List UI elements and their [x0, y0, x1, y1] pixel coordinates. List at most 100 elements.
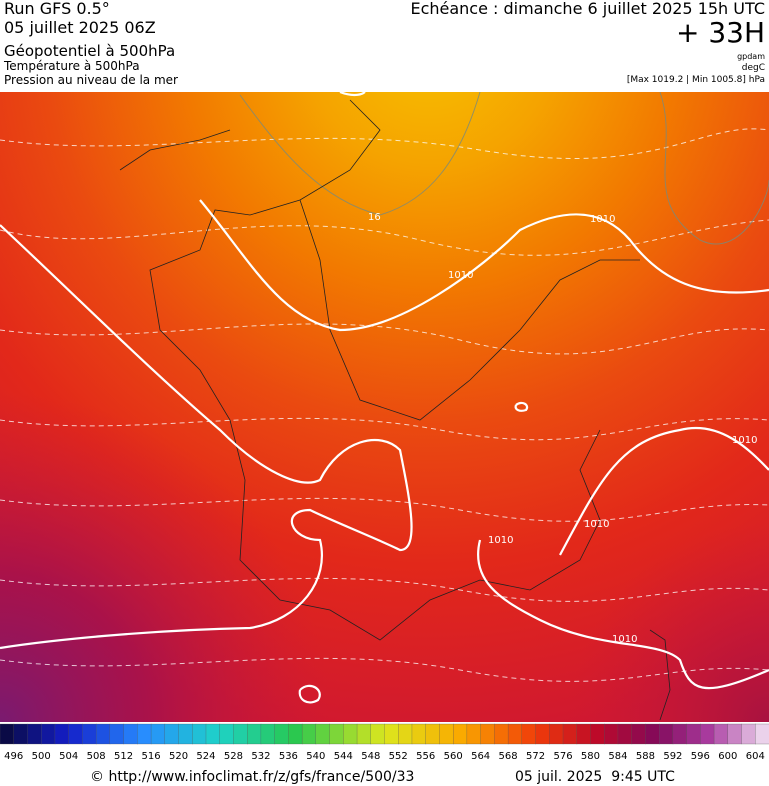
- isobar-label: 1010: [488, 535, 513, 546]
- colorbar-swatch: [480, 723, 495, 745]
- unit: gpdam: [737, 52, 765, 61]
- colorbar-tick-label: 504: [59, 751, 78, 762]
- colorbar-swatch: [700, 723, 715, 745]
- colorbar-swatch: [137, 723, 152, 745]
- colorbar-swatch: [494, 723, 509, 745]
- colorbar-tick-label: 600: [718, 751, 737, 762]
- footer: © http://www.infoclimat.fr/z/gfs/france/…: [90, 769, 675, 785]
- colorbar-tick-label: 592: [663, 751, 682, 762]
- header: Run GFS 0.5° 05 juillet 2025 06Z Géopote…: [3, 0, 765, 87]
- colorbar-swatch: [356, 723, 372, 745]
- colorbar-swatch: [713, 723, 729, 745]
- colorbar-tick-label: 560: [444, 751, 463, 762]
- colorbar-tick-label: 500: [32, 751, 51, 762]
- colorbar-swatch: [315, 723, 331, 745]
- colorbar-swatch: [741, 723, 756, 745]
- colorbar-tick-label: 588: [636, 751, 655, 762]
- colorbar-swatch: [453, 723, 468, 745]
- colorbar-tick-label: 512: [114, 751, 133, 762]
- colorbar-swatch: [13, 723, 28, 745]
- colorbar-swatch: [41, 723, 56, 745]
- colorbar-swatch: [549, 723, 564, 745]
- lead-time: + 33H: [676, 16, 765, 49]
- colorbar-swatch: [192, 723, 207, 745]
- colorbar-tick-label: 532: [251, 751, 270, 762]
- colorbar-tick-label: 556: [416, 751, 435, 762]
- colorbar-swatch: [288, 723, 303, 745]
- colorbar-swatch: [425, 723, 440, 745]
- colorbar-swatch: [631, 723, 646, 745]
- isotherm-label: 16: [368, 212, 381, 223]
- colorbar-tick-label: 568: [499, 751, 518, 762]
- colorbar-swatch: [521, 723, 537, 745]
- colorbar-swatch: [672, 723, 688, 745]
- colorbar-swatch: [0, 723, 15, 745]
- colorbar-swatch: [82, 723, 97, 745]
- colorbar-tick-label: 580: [581, 751, 600, 762]
- colorbar-tick-label: 516: [142, 751, 161, 762]
- colorbar-swatch: [645, 723, 660, 745]
- colorbar-tick-label: 596: [691, 751, 710, 762]
- colorbar-swatch: [274, 723, 289, 745]
- colorbar-swatch: [384, 723, 399, 745]
- temperature-field: [0, 92, 769, 722]
- pressure-range: [Max 1019.2 | Min 1005.8] hPa: [627, 75, 765, 85]
- colorbar-swatch: [727, 723, 742, 745]
- temperature-isotherms: [239, 92, 769, 245]
- colorbar-swatch: [535, 723, 550, 745]
- colorbar-swatch: [439, 723, 454, 745]
- colorbar-swatch: [301, 723, 317, 745]
- colorbar-swatch: [247, 723, 262, 745]
- colorbar-swatch: [95, 723, 111, 745]
- colorbar-tick-label: 544: [334, 751, 353, 762]
- colorbar-swatch: [54, 723, 70, 745]
- colorbar-swatch: [260, 723, 276, 745]
- colorbar-swatch: [27, 723, 42, 745]
- colorbar-tick-label: 520: [169, 751, 188, 762]
- colorbar-swatch: [123, 723, 138, 745]
- colorbar-tick-label: 548: [361, 751, 380, 762]
- colorbar-swatch: [755, 723, 769, 745]
- colorbar-swatch: [178, 723, 193, 745]
- colorbar-tick-label: 564: [471, 751, 490, 762]
- field: Géopotentiel à 500hPa: [4, 42, 175, 60]
- colorbar: 496 500 504 508 512 516 520 524 528 532 536 540 544 5…: [0, 723, 769, 762]
- isobar-label: 1010: [612, 634, 637, 645]
- run-date: 05 juillet 2025 06Z: [4, 18, 156, 37]
- colorbar-swatch: [164, 723, 179, 745]
- colorbar-tick-label: 552: [389, 751, 408, 762]
- colorbar-swatch: [343, 723, 358, 745]
- timestamp: 05 juil. 2025 9:45 UTC: [515, 769, 675, 785]
- colorbar-swatch: [507, 723, 523, 745]
- colorbar-tick-label: 604: [746, 751, 765, 762]
- colorbar-tick-label: 576: [553, 751, 572, 762]
- field: Température à 500hPa: [3, 59, 140, 73]
- unit: degC: [742, 63, 765, 73]
- isobar-label: 1010: [590, 214, 615, 225]
- colorbar-swatch: [233, 723, 248, 745]
- colorbar-swatch: [466, 723, 482, 745]
- colorbar-swatch: [329, 723, 344, 745]
- colorbar-tick-label: 540: [306, 751, 325, 762]
- colorbar-tick-label: 528: [224, 751, 243, 762]
- colorbar-swatch: [562, 723, 578, 745]
- colorbar-swatch: [604, 723, 619, 745]
- colorbar-tick-label: 584: [608, 751, 627, 762]
- geopotential-lines: [0, 128, 769, 682]
- colorbar-swatch: [150, 723, 166, 745]
- isobar-label: 1010: [448, 270, 473, 281]
- colorbar-swatch: [658, 723, 674, 745]
- source-url: © http://www.infoclimat.fr/z/gfs/france/…: [90, 769, 414, 785]
- isobars: [0, 92, 769, 704]
- isobar-label: 1010: [732, 435, 757, 446]
- colorbar-swatch: [68, 723, 83, 745]
- colorbar-swatch: [109, 723, 125, 745]
- colorbar-swatch: [686, 723, 701, 745]
- colorbar-tick-label: 496: [4, 751, 23, 762]
- colorbar-tick-label: 508: [87, 751, 106, 762]
- map: 1010 1010 1010 1010 1010 1010 16: [0, 92, 769, 722]
- colorbar-tick-label: 536: [279, 751, 298, 762]
- colorbar-swatch: [411, 723, 427, 745]
- echeance: Echéance : dimanche 6 juillet 2025 15h U…: [410, 0, 765, 18]
